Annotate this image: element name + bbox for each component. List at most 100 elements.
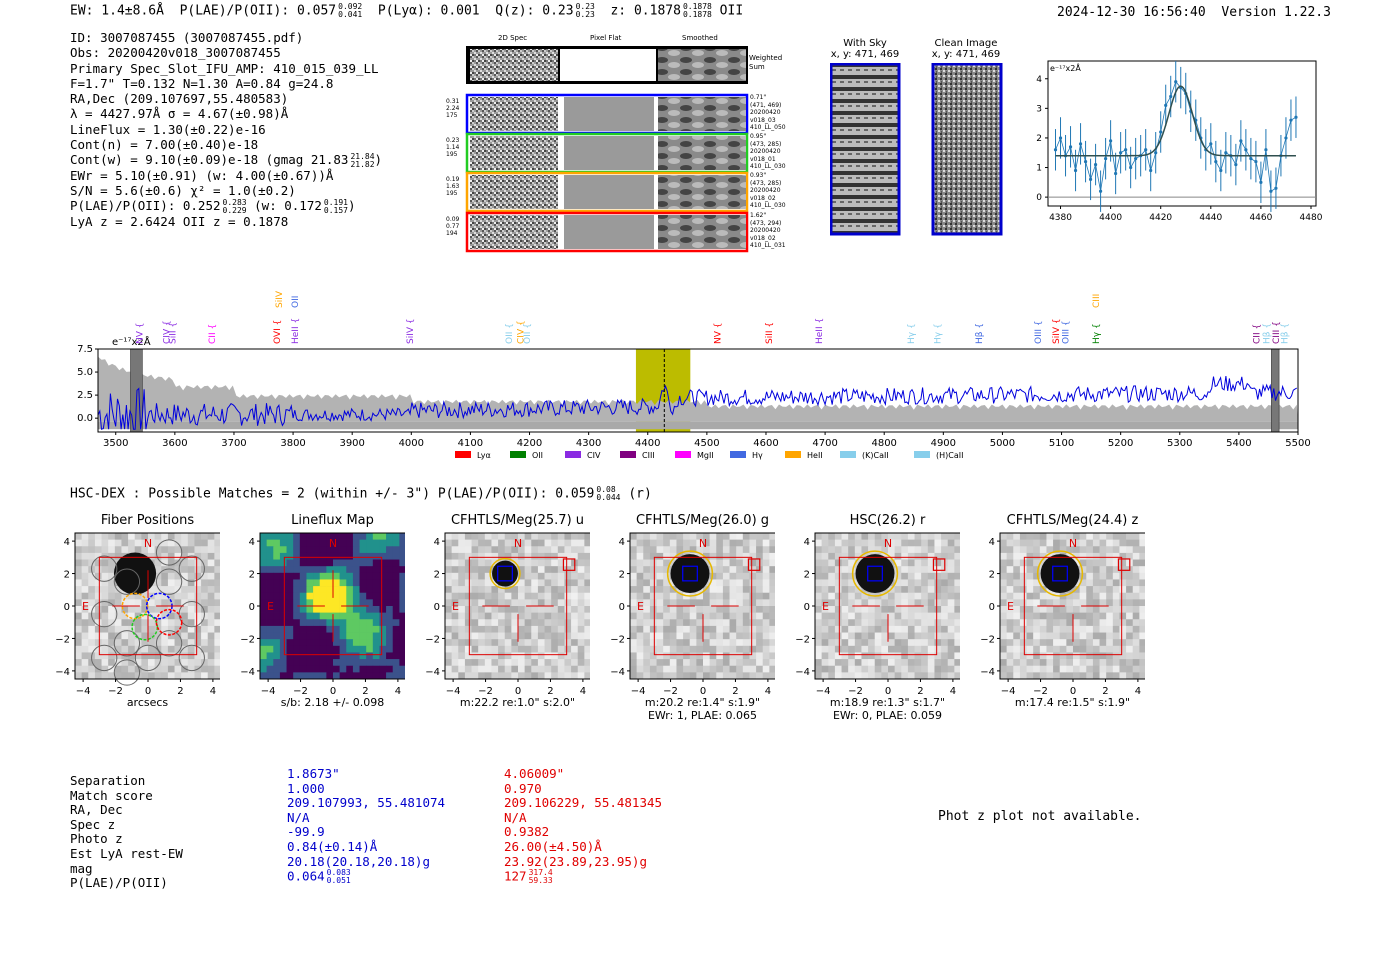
cutout-pixel <box>1039 539 1047 547</box>
row3-right-1: (473, 285) <box>750 179 782 187</box>
cutout-pixel <box>471 559 479 567</box>
cutout-pixel <box>551 632 559 640</box>
cutout-pixel <box>564 672 572 680</box>
zoom-ytick-label: 4 <box>1036 75 1042 85</box>
cutout-pixel <box>399 632 405 640</box>
row4-right: 1.62" (473, 294) 20200420 v018_02 410_LL… <box>750 212 786 250</box>
cutout-pixel <box>201 625 209 633</box>
cutout-pixel <box>874 612 882 620</box>
cutout-pixel <box>194 645 202 653</box>
cutout-pixel <box>1026 672 1034 680</box>
cutout-pixel <box>848 539 856 547</box>
cutout-pixel <box>656 632 664 640</box>
cutout-pixel <box>207 665 215 673</box>
cutout-pixel <box>386 665 394 673</box>
cutout-pixel <box>1066 612 1074 620</box>
cutout-pixel <box>366 579 374 587</box>
cutout-pixel <box>339 619 347 627</box>
cutout-pixel <box>326 619 334 627</box>
cutout-pixel <box>128 606 136 613</box>
cutout-pixel <box>392 665 400 673</box>
cutout-xtick-label: −4 <box>1001 686 1016 697</box>
cutout-pixel <box>762 672 770 680</box>
cutout-pixel <box>821 639 829 647</box>
cutout-pixel <box>359 552 367 560</box>
col1-plae-lo: 0.051 <box>326 876 351 886</box>
cutout-pixel <box>445 612 452 620</box>
cutout-pixel <box>861 659 869 667</box>
cutout-pixel <box>1092 559 1100 567</box>
full-xtick-label: 4300 <box>576 438 601 449</box>
cutout-pixel <box>663 592 671 600</box>
row1-2d <box>470 97 558 131</box>
cutout-pixel <box>518 552 525 560</box>
cutout-pixel <box>366 665 374 673</box>
cutout-pixel <box>273 586 281 594</box>
cutout-pixel <box>828 566 836 574</box>
cutout-pixel <box>1092 599 1100 607</box>
cutout-pixel <box>868 546 876 554</box>
cutout-pixel <box>372 612 380 620</box>
cutout-pixel <box>306 645 314 653</box>
cutout-xtick-label: 2 <box>732 686 738 697</box>
cutout-pixel <box>537 539 545 547</box>
cutout-pixel <box>379 579 387 587</box>
cutout-pixel <box>478 612 486 620</box>
cutout-pixel <box>478 566 486 574</box>
cutout-pixel <box>934 533 942 540</box>
cutout-pixel <box>656 592 664 600</box>
cutout-pixel <box>286 672 294 680</box>
cutout-pixel <box>319 572 327 580</box>
cutout-pixel <box>1073 659 1080 667</box>
cutout-pixel <box>399 572 405 580</box>
cutout-pixel <box>148 606 155 613</box>
cutout-pixel <box>703 599 710 607</box>
cutout-pixel <box>941 586 949 594</box>
cutout-pixel <box>1059 619 1067 627</box>
cutout-pixel <box>1046 599 1054 607</box>
cutout-pixel <box>676 652 684 660</box>
cutout-pixel <box>703 672 710 680</box>
cutout-pixel <box>108 579 116 587</box>
cutout-pixel <box>881 625 889 633</box>
cutout-pixel <box>934 546 942 554</box>
header-line: EW: 1.4±8.6Å P(LAE)/P(OII): 0.057 0.092 0.… <box>70 3 743 19</box>
cutout-pixel <box>319 546 327 554</box>
cutout-pixel <box>114 665 122 673</box>
cutout-pixel <box>286 652 294 660</box>
cutout-pixel <box>854 592 862 600</box>
cutout-pixel <box>709 592 717 600</box>
cutout-pixel <box>1000 639 1007 647</box>
cutout-pixel <box>1013 645 1021 653</box>
cutout-pixel <box>306 552 314 560</box>
row3-smooth <box>658 175 746 209</box>
cutout-pixel <box>114 599 122 607</box>
cutout-pixel <box>293 606 301 613</box>
cutout-pixel <box>1139 639 1145 647</box>
cutout-pixel <box>1092 539 1100 547</box>
cutout-pixel <box>498 612 506 620</box>
cutout-pixel <box>1059 539 1067 547</box>
cutout-pixel <box>299 566 307 574</box>
cutout-pixel <box>134 639 142 647</box>
info-primary: Primary Spec_Slot_IFU_AMP: 410_015_039_L… <box>70 60 379 76</box>
cutout-pixel <box>94 579 102 587</box>
cutout-pixel <box>762 612 770 620</box>
cutout-pixel <box>1132 572 1140 580</box>
cutout-pixel <box>848 639 856 647</box>
z-line: OII <box>719 3 744 19</box>
cutout-pixel <box>379 566 387 574</box>
cutout-pixel <box>1026 625 1034 633</box>
cutout-pixel <box>861 539 869 547</box>
cutout-pixel <box>1026 566 1034 574</box>
cutout-pixel <box>716 632 724 640</box>
cutout-pixel <box>108 559 116 567</box>
cutout-pixel <box>716 552 724 560</box>
cutout-pixel <box>531 652 539 660</box>
cutout-pixel <box>148 599 155 607</box>
cutout-pixel <box>260 546 267 554</box>
cutout-pixel <box>841 665 849 673</box>
cutout-pixel <box>504 632 512 640</box>
cutout-pixel <box>1019 579 1027 587</box>
cutout-pixel <box>319 632 327 640</box>
